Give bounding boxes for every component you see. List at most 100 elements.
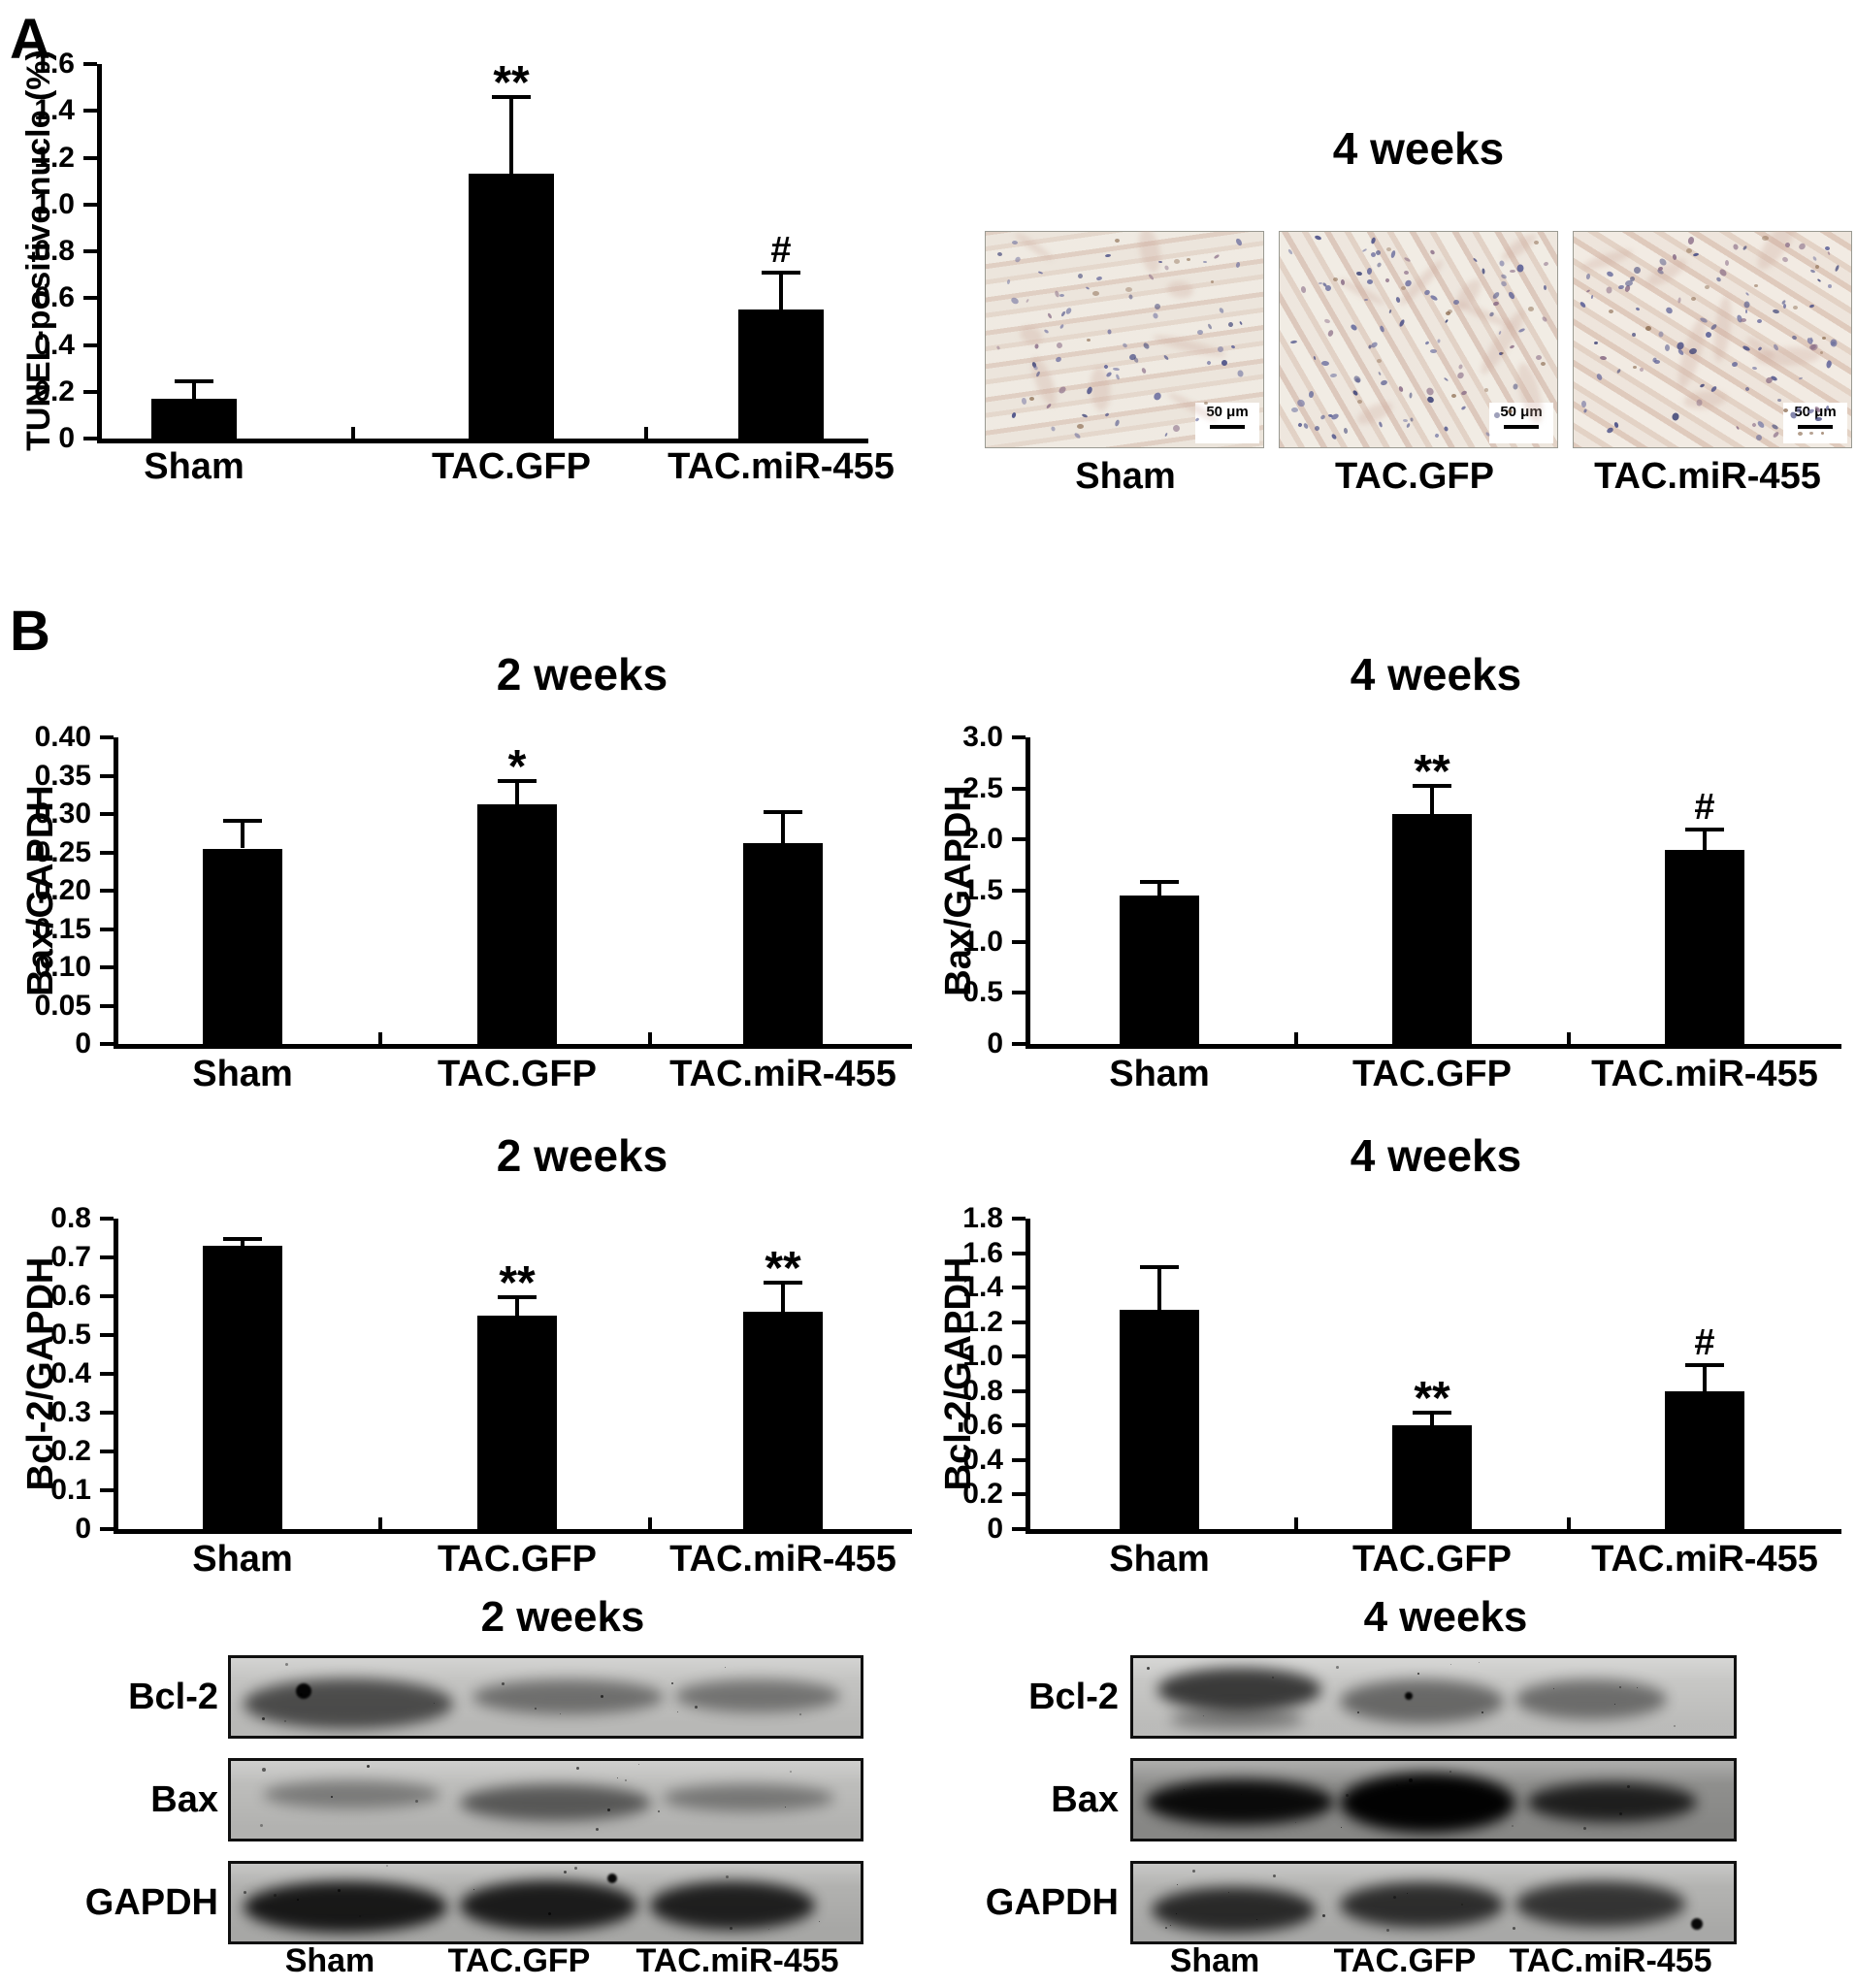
blot-speckle [1480,1787,1482,1790]
significance-marker: ** [499,1257,536,1309]
nucleus-dot [1056,341,1064,350]
tissue-patch [1710,295,1735,364]
nucleus-dot [1073,432,1082,440]
blot-speckle [670,1682,673,1685]
x-axis-line [1026,1044,1841,1049]
bar-tac.mir-455 [738,310,824,439]
blot-speckle [414,1799,418,1803]
y-tick-label: 1.0 [34,188,75,220]
y-tick-label: 0.1 [50,1474,91,1506]
nucleus-dot [1043,328,1050,334]
error-bar-cap [1685,1363,1724,1367]
x-category-label: TAC.miR-455 [668,446,895,487]
x-axis-tick [378,1517,382,1529]
nucleus-dot [1827,250,1831,255]
nucleus-dot [1704,331,1712,339]
error-bar-cap [492,95,531,99]
significance-marker: * [507,741,527,793]
blot-speckle [1392,1895,1396,1899]
blot-speckle [819,1921,821,1923]
bar-tac.mir-455 [1665,850,1744,1044]
nucleus-dot [1127,294,1133,300]
nucleus-dot [996,252,1003,257]
y-axis-tick [100,812,114,816]
nucleus-dot [1351,389,1359,397]
blot-speckle [1340,1826,1342,1828]
brown-speck [1211,279,1215,283]
nucleus-dot [1340,278,1345,285]
y-axis-tick [100,965,114,969]
nucleus-dot [1370,237,1377,245]
nucleus-dot [1350,323,1358,332]
blot-speckle [385,1864,388,1867]
x-category-label: TAC.miR-455 [669,1539,896,1580]
blot-speckle [1175,1913,1177,1915]
tissue-patch [1579,245,1635,275]
brown-speck [1451,394,1457,399]
blot-speckle [563,1870,567,1874]
nucleus-dot [1227,321,1234,327]
y-axis-tick [1012,1423,1026,1427]
nucleus-dot [1047,312,1054,319]
blot-speckle [1170,1925,1172,1927]
nucleus-dot [1443,376,1449,381]
micrograph-label-tac-mir-455: TAC.miR-455 [1594,456,1821,497]
scale-bar: 50 μm [1489,403,1553,443]
brown-speck [1401,286,1407,291]
blot-speckle [1618,1685,1621,1688]
brown-speck [1186,258,1190,262]
nucleus-dot [1776,398,1781,402]
micrograph-label-sham: Sham [1075,456,1176,497]
nucleus-dot [1639,367,1645,374]
blot-speckle [535,1707,537,1710]
nucleus-dot [1377,372,1382,376]
panel-a-letter: A [10,8,50,71]
y-tick-label: 0 [75,1027,91,1059]
nucleus-dot [1058,294,1064,298]
y-axis-tick [83,109,97,113]
blot-speckle [607,1808,611,1811]
nucleus-dot [1213,253,1220,260]
blot-speckle [244,1890,247,1894]
nucleus-dot [1355,271,1362,277]
blot-speckle [273,1894,277,1898]
micrographs-title: 4 weeks [1332,123,1505,174]
y-tick-label: 0.6 [50,1280,91,1312]
nucleus-dot [1398,318,1406,328]
nucleus-dot [1664,306,1674,315]
blot-speckle [574,1866,578,1870]
tissue-patch [1643,253,1691,291]
blot-strip-bax-2w [228,1758,863,1841]
nucleus-dot [1148,274,1156,281]
blot-speckle [658,1810,661,1813]
error-bar-cap [498,1295,537,1299]
x-axis-line [114,1529,912,1534]
y-tick-label: 0.5 [962,976,1003,1008]
x-axis-tick [1294,1032,1298,1044]
y-axis-tick [1012,1042,1026,1046]
blot-lane-label-sham-2w: Sham [284,1942,375,1979]
blot-spot [1405,1692,1413,1700]
blot-speckle [1357,1711,1360,1714]
y-tick-label: 3.0 [962,721,1003,753]
nucleus-dot [1430,349,1438,354]
blot-speckle [547,1912,551,1916]
blot-speckle [1409,1778,1414,1783]
x-category-label: TAC.miR-455 [669,1054,896,1094]
x-category-label: Sham [1109,1054,1210,1094]
nucleus-dot [1671,411,1680,422]
nucleus-dot [1444,319,1449,324]
nucleus-dot [1616,368,1622,375]
blot-speckle [297,1899,300,1902]
nucleus-dot [1154,302,1162,310]
bar-sham [1120,896,1199,1044]
brown-speck [1534,241,1540,245]
nucleus-dot [1162,353,1170,361]
scale-bar-line [1210,425,1245,429]
y-axis-tick [83,390,97,394]
blot-speckle [784,1806,786,1808]
blot-speckle [1512,1926,1515,1930]
nucleus-dot [1290,407,1298,413]
blot-band-lane-0 [263,1780,440,1809]
nucleus-dot [1751,366,1758,371]
